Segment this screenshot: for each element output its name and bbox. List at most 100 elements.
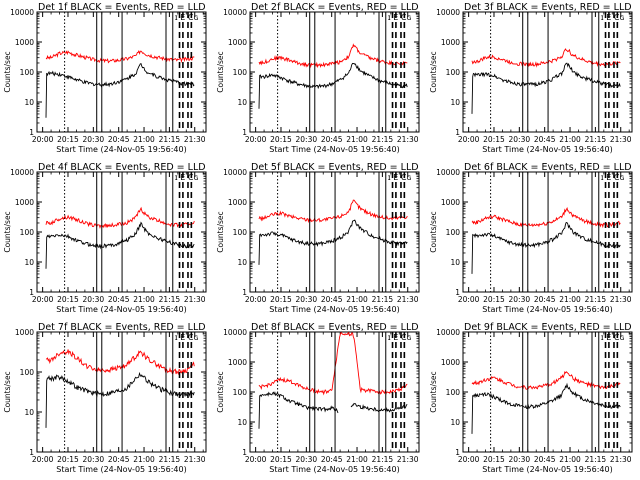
y-axis-label: Counts/sec bbox=[429, 51, 438, 92]
y-tick-label: 10 bbox=[24, 258, 34, 267]
plot-frame bbox=[249, 11, 420, 133]
panel-title: Det 1f BLACK = Events, RED = LLD bbox=[38, 2, 206, 13]
corner-marks: ɪ E Cɢ bbox=[175, 333, 199, 342]
y-tick-label: 100 bbox=[446, 68, 461, 77]
y-tick-label: 1000 bbox=[15, 328, 34, 337]
corner-marks: ɪ E Cɢ bbox=[175, 173, 199, 182]
x-tick-label: 20:15 bbox=[483, 455, 505, 464]
y-tick-label: 10 bbox=[237, 258, 247, 267]
y-axis-label: Counts/sec bbox=[216, 371, 225, 412]
y-tick-label: 100 bbox=[233, 228, 248, 237]
y-axis-label: Counts/sec bbox=[429, 371, 438, 412]
series-group bbox=[45, 49, 195, 118]
plot-frame bbox=[462, 11, 633, 133]
y-tick-label: 10 bbox=[237, 98, 247, 107]
x-tick-label: 21:30 bbox=[610, 135, 632, 144]
series-group bbox=[45, 349, 195, 428]
x-tick-label: 20:45 bbox=[534, 295, 556, 304]
series-lld-line bbox=[258, 199, 408, 224]
x-tick-label: 21:30 bbox=[610, 295, 632, 304]
y-tick-label: 10 bbox=[450, 418, 460, 427]
y-tick-label: 10 bbox=[24, 98, 34, 107]
x-tick-label: 20:15 bbox=[270, 455, 292, 464]
series-events-line bbox=[258, 391, 408, 429]
y-axis-label: Counts/sec bbox=[216, 211, 225, 252]
x-axis-label: Start Time (24-Nov-05 19:56:40) bbox=[56, 305, 186, 314]
series-lld-line bbox=[258, 43, 408, 69]
corner-marks: ɪ E Cɢ bbox=[175, 13, 199, 22]
series-lld-line bbox=[471, 370, 621, 390]
y-tick-label: 10000 bbox=[10, 8, 34, 17]
plot-frame bbox=[249, 331, 420, 453]
x-tick-label: 20:30 bbox=[83, 295, 105, 304]
corner-marks: ɪ E Cɢ bbox=[601, 333, 625, 342]
x-tick-label: 21:00 bbox=[346, 455, 368, 464]
y-tick-label: 1 bbox=[242, 288, 247, 297]
panel-det-3: Det 3f BLACK = Events, RED = LLD 1 10 100 10… bbox=[429, 2, 633, 154]
series-group bbox=[258, 199, 408, 265]
y-tick-label: 1000 bbox=[228, 38, 247, 47]
y-tick-label: 100 bbox=[20, 228, 35, 237]
y-axis-label: Counts/sec bbox=[3, 211, 12, 252]
panel-det-2: Det 2f BLACK = Events, RED = LLD 1 10 100 10… bbox=[216, 2, 420, 154]
y-tick-label: 1000 bbox=[441, 358, 460, 367]
x-tick-label: 21:15 bbox=[372, 455, 394, 464]
y-tick-label: 1000 bbox=[15, 198, 34, 207]
series-events-line bbox=[471, 221, 621, 274]
y-axis-label: Counts/sec bbox=[3, 51, 12, 92]
x-tick-label: 20:30 bbox=[296, 295, 318, 304]
y-tick-label: 100 bbox=[233, 388, 248, 397]
x-tick-label: 21:00 bbox=[559, 135, 581, 144]
x-tick-label: 20:30 bbox=[509, 455, 531, 464]
x-tick-label: 21:30 bbox=[184, 455, 206, 464]
plot-frame bbox=[36, 331, 207, 453]
y-tick-label: 10000 bbox=[223, 328, 247, 337]
corner-marks: ɪ E Cɢ bbox=[601, 173, 625, 182]
y-tick-label: 10000 bbox=[436, 8, 460, 17]
y-tick-label: 10 bbox=[450, 258, 460, 267]
y-tick-label: 10 bbox=[237, 418, 247, 427]
x-tick-label: 20:15 bbox=[483, 135, 505, 144]
y-tick-label: 1 bbox=[29, 128, 34, 137]
y-tick-label: 1000 bbox=[228, 358, 247, 367]
x-tick-label: 20:45 bbox=[534, 135, 556, 144]
x-tick-label: 21:15 bbox=[372, 295, 394, 304]
x-tick-label: 20:45 bbox=[534, 455, 556, 464]
y-tick-label: 1 bbox=[242, 128, 247, 137]
y-tick-label: 10000 bbox=[436, 168, 460, 177]
y-tick-label: 10000 bbox=[10, 168, 34, 177]
y-tick-label: 1 bbox=[242, 448, 247, 457]
x-tick-label: 21:15 bbox=[159, 455, 181, 464]
x-tick-label: 21:30 bbox=[397, 455, 419, 464]
x-tick-label: 21:30 bbox=[184, 295, 206, 304]
x-tick-label: 21:00 bbox=[346, 135, 368, 144]
x-axis-label: Start Time (24-Nov-05 19:56:40) bbox=[482, 145, 612, 154]
x-tick-label: 20:45 bbox=[108, 295, 130, 304]
panel-det-4: Det 4f BLACK = Events, RED = LLD 1 10 100 10… bbox=[3, 162, 207, 314]
x-tick-label: 21:00 bbox=[559, 455, 581, 464]
x-tick-label: 20:00 bbox=[32, 455, 54, 464]
x-tick-label: 21:00 bbox=[133, 135, 155, 144]
y-tick-label: 10000 bbox=[223, 8, 247, 17]
y-tick-label: 10 bbox=[450, 98, 460, 107]
panel-title: Det 7f BLACK = Events, RED = LLD bbox=[38, 322, 206, 333]
x-tick-label: 21:00 bbox=[133, 295, 155, 304]
x-tick-label: 20:30 bbox=[83, 135, 105, 144]
panel-title: Det 4f BLACK = Events, RED = LLD bbox=[38, 162, 206, 173]
x-tick-label: 20:15 bbox=[270, 135, 292, 144]
y-tick-label: 100 bbox=[20, 68, 35, 77]
x-tick-label: 21:00 bbox=[346, 295, 368, 304]
panel-det-9: Det 9f BLACK = Events, RED = LLD 1 10 100 10… bbox=[429, 322, 633, 474]
x-tick-label: 20:45 bbox=[108, 455, 130, 464]
x-tick-label: 21:15 bbox=[585, 295, 607, 304]
x-tick-label: 20:30 bbox=[296, 455, 318, 464]
panel-title: Det 8f BLACK = Events, RED = LLD bbox=[251, 322, 419, 333]
x-tick-label: 21:15 bbox=[372, 135, 394, 144]
x-tick-label: 20:15 bbox=[270, 295, 292, 304]
y-tick-label: 10 bbox=[24, 408, 34, 417]
x-tick-label: 21:30 bbox=[397, 295, 419, 304]
y-tick-label: 1000 bbox=[15, 38, 34, 47]
x-tick-label: 20:45 bbox=[321, 135, 343, 144]
series-lld-line bbox=[45, 206, 195, 229]
x-tick-label: 21:30 bbox=[397, 135, 419, 144]
